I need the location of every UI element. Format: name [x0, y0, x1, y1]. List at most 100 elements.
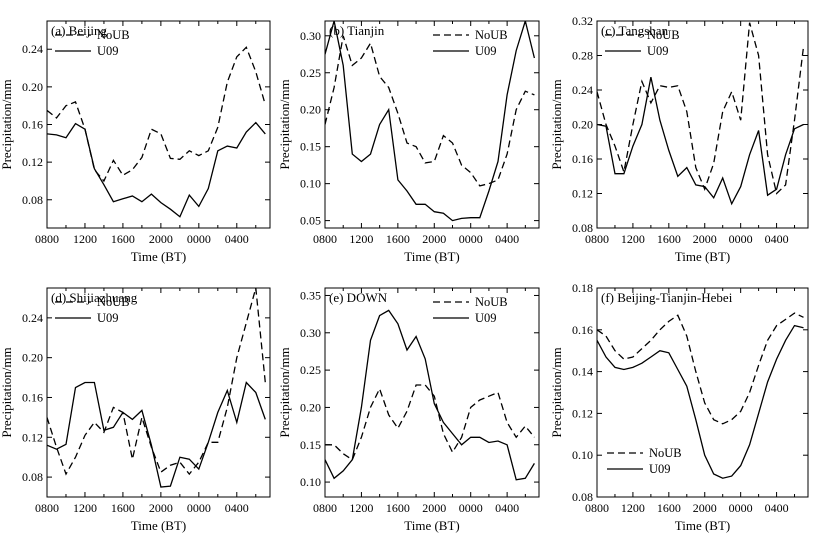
x-tick-label: 1200 [621, 501, 645, 515]
y-tick-label: 0.24 [22, 311, 43, 325]
legend-label-noub: NoUB [97, 295, 130, 309]
legend: NoUB U09 [433, 28, 508, 58]
legend-label-u09: U09 [647, 44, 669, 58]
plot-frame [596, 287, 809, 498]
panel-title: (a) Beijing [51, 23, 107, 38]
y-tick-label: 0.24 [572, 83, 593, 97]
x-tick-label: 0400 [225, 501, 249, 515]
y-tick-label: 0.15 [300, 438, 321, 452]
x-tick-label: 1600 [386, 232, 410, 246]
y-tick-label: 0.20 [22, 351, 43, 365]
legend-label-noub: NoUB [475, 28, 508, 42]
x-tick-label: 0400 [765, 232, 789, 246]
x-tick-label: 0000 [459, 501, 483, 515]
chart-panel-4: (d) Shijiazhuang 0800 1200 1600 2000 0000 0400… [0, 287, 271, 533]
y-axis-title: Precipitation/mm [549, 79, 564, 169]
y-tick-label: 0.35 [300, 288, 321, 302]
x-tick-label: 0800 [313, 232, 337, 246]
y-tick-label: 0.25 [300, 66, 321, 80]
y-axis-title: Precipitation/mm [0, 79, 14, 169]
x-tick-label: 0000 [187, 232, 211, 246]
x-tick-label: 1600 [111, 232, 135, 246]
x-tick-label: 0800 [585, 501, 609, 515]
x-tick-label: 0800 [35, 232, 59, 246]
y-tick-label: 0.16 [22, 390, 43, 404]
x-axis-title: Time (BT) [675, 518, 731, 533]
y-tick-label: 0.10 [572, 448, 593, 462]
y-tick-label: 0.14 [572, 365, 593, 379]
plot-frame [46, 287, 271, 498]
y-tick-label: 0.20 [300, 400, 321, 414]
series-line-u09 [597, 76, 804, 206]
panel-title: (f) Beijing-Tianjin-Hebei [601, 290, 733, 305]
x-tick-label: 2000 [422, 232, 446, 246]
series-line-u09 [325, 309, 535, 481]
y-tick-label: 0.25 [300, 363, 321, 377]
panel-title: (b) Tianjin [329, 23, 385, 38]
series-line-u09 [47, 381, 266, 488]
y-tick-label: 0.32 [572, 14, 593, 28]
series-line-u09 [325, 21, 536, 222]
chart-panel-2: (b) Tianjin 0800 1200 1600 2000 0000 0400 0.05 0… [277, 20, 540, 264]
legend-label-noub: NoUB [97, 28, 130, 42]
x-tick-label: 0400 [765, 501, 789, 515]
y-tick-label: 0.12 [572, 187, 593, 201]
legend-label-u09: U09 [475, 44, 497, 58]
x-tick-label: 1200 [73, 501, 97, 515]
chart-panel-3: (c) Tangshan 0800 1200 1600 2000 0000 0400 0.08… [549, 14, 809, 264]
plot-frame [46, 20, 271, 229]
series-line-noub [597, 312, 804, 425]
chart-panel-1: (a) Beijing 0800 1200 1600 2000 0000 0400 0.08 0… [0, 20, 271, 264]
y-tick-label: 0.28 [572, 49, 593, 63]
y-tick-label: 0.20 [572, 118, 593, 132]
x-tick-label: 1200 [349, 501, 373, 515]
x-axis-title: Time (BT) [675, 249, 731, 264]
series-line-u09 [597, 324, 804, 479]
legend-label-u09: U09 [475, 311, 497, 325]
x-tick-label: 2000 [693, 232, 717, 246]
legend: NoUB U09 [55, 28, 130, 58]
series-line-noub [325, 384, 535, 461]
x-tick-label: 0400 [225, 232, 249, 246]
x-axis-title: Time (BT) [131, 249, 187, 264]
x-tick-label: 0800 [585, 232, 609, 246]
x-tick-label: 1200 [621, 232, 645, 246]
x-tick-label: 2000 [693, 501, 717, 515]
x-tick-label: 1200 [73, 232, 97, 246]
legend: NoUB U09 [605, 28, 680, 58]
plot-frame [596, 20, 809, 229]
y-axis-title: Precipitation/mm [0, 347, 14, 437]
legend-label-u09: U09 [97, 311, 119, 325]
y-tick-label: 0.16 [572, 152, 593, 166]
y-axis-title: Precipitation/mm [277, 347, 292, 437]
plot-frame [324, 20, 540, 229]
y-tick-label: 0.16 [572, 323, 593, 337]
chart-panel-6: (f) Beijing-Tianjin-Hebei 0800 1200 1600 200… [549, 281, 809, 533]
y-tick-label: 0.10 [300, 177, 321, 191]
x-tick-label: 0000 [729, 501, 753, 515]
y-tick-label: 0.08 [572, 490, 593, 504]
x-tick-label: 2000 [149, 501, 173, 515]
x-tick-label: 0400 [495, 501, 519, 515]
y-tick-label: 0.30 [300, 326, 321, 340]
y-tick-label: 0.12 [22, 155, 43, 169]
legend-label-noub: NoUB [647, 28, 680, 42]
x-tick-label: 1600 [111, 501, 135, 515]
x-axis-title: Time (BT) [131, 518, 187, 533]
y-axis-title: Precipitation/mm [549, 347, 564, 437]
y-tick-label: 0.30 [300, 29, 321, 43]
x-axis-title: Time (BT) [404, 518, 460, 533]
y-tick-label: 0.24 [22, 42, 43, 56]
legend-label-u09: U09 [649, 462, 671, 476]
y-tick-label: 0.15 [300, 140, 321, 154]
y-tick-label: 0.08 [22, 193, 43, 207]
x-tick-label: 1600 [657, 232, 681, 246]
panel-title: (d) Shijiazhuang [51, 290, 138, 305]
x-tick-label: 0000 [187, 501, 211, 515]
series-line-noub [47, 288, 266, 476]
x-tick-label: 0000 [729, 232, 753, 246]
y-tick-label: 0.20 [300, 103, 321, 117]
y-tick-label: 0.16 [22, 118, 43, 132]
series-line-noub [597, 22, 805, 195]
